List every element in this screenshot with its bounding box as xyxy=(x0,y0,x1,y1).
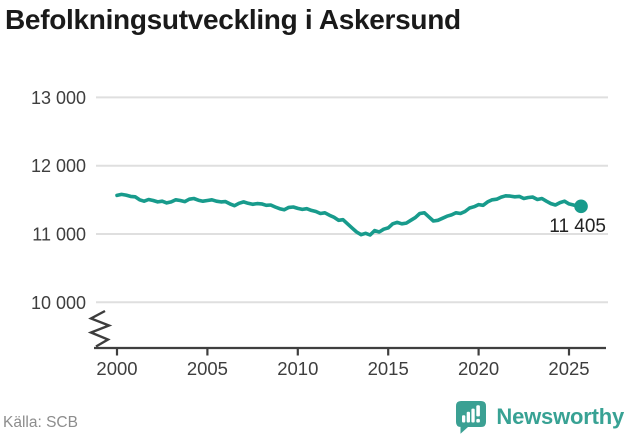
axis-break-icon xyxy=(87,309,113,348)
x-tick-label-2015: 2015 xyxy=(368,358,409,379)
page-title: Befolkningsutveckling i Askersund xyxy=(5,4,461,35)
brand-name: Newsworthy xyxy=(496,404,624,429)
y-tick-label-12000: 12 000 xyxy=(31,156,86,176)
x-tick-label-2010: 2010 xyxy=(277,358,318,379)
x-tick-label-2025: 2025 xyxy=(548,358,589,379)
x-tick-label-2020: 2020 xyxy=(458,358,499,379)
y-tick-label-10000: 10 000 xyxy=(31,293,86,313)
x-tick-label-2000: 2000 xyxy=(96,358,137,379)
x-tick-label-2005: 2005 xyxy=(187,358,228,379)
y-tick-label-11000: 11 000 xyxy=(32,225,86,245)
bar-chart-bubble-icon xyxy=(456,401,487,434)
newsworthy-logo[interactable]: Newsworthy xyxy=(454,399,624,435)
population-line xyxy=(115,192,580,237)
y-tick-label-13000: 13 000 xyxy=(31,88,86,108)
chart-footer: Källa: SCB Newsworthy xyxy=(0,397,631,439)
end-point-marker xyxy=(574,199,588,214)
source-label: Källa: SCB xyxy=(3,414,78,431)
end-value-label: 11 405 xyxy=(549,216,606,237)
